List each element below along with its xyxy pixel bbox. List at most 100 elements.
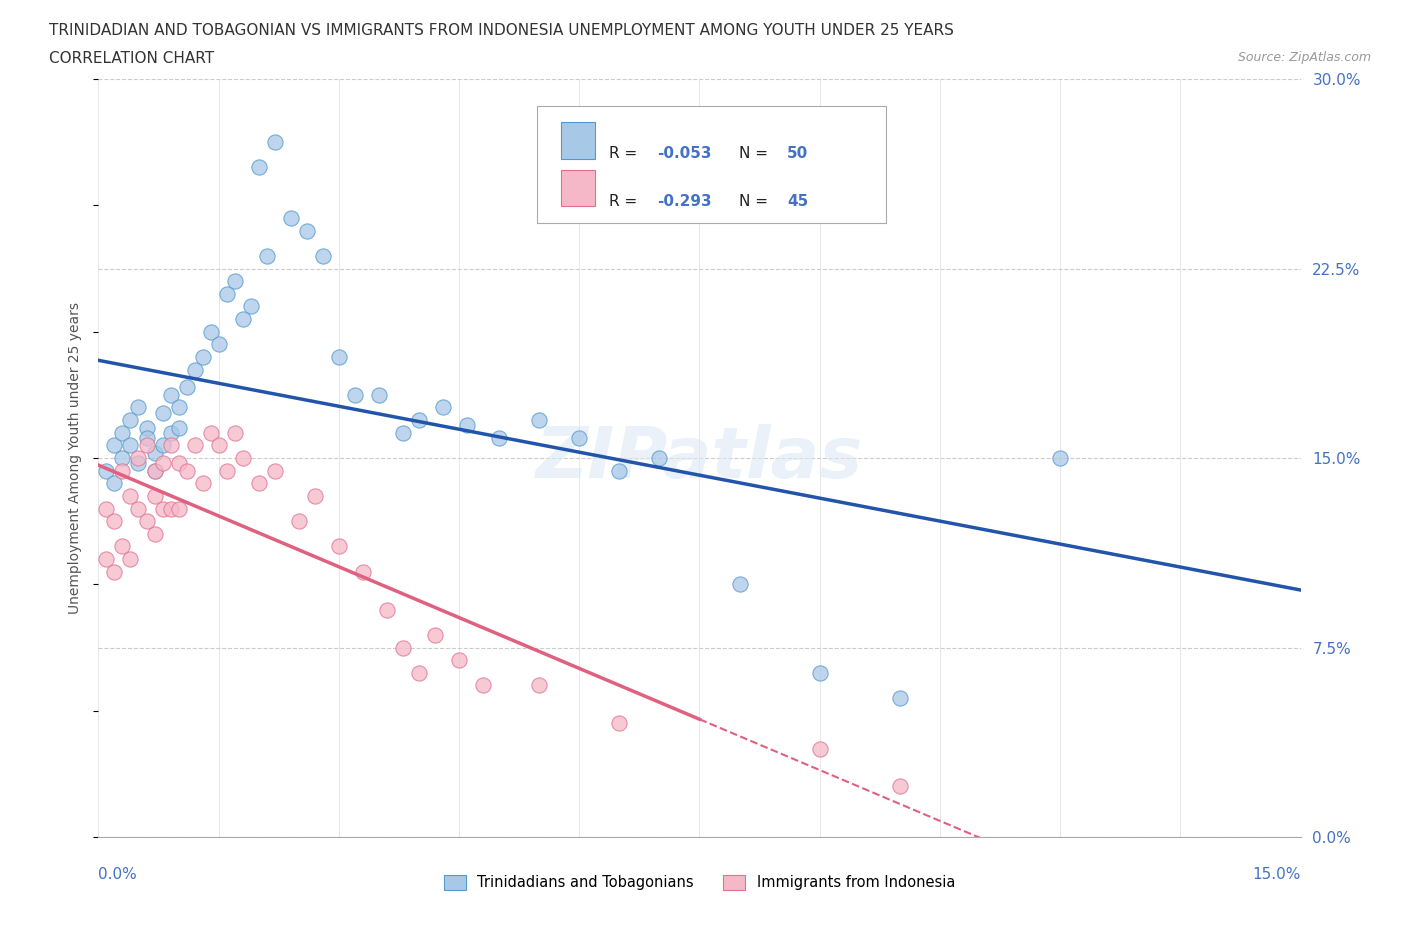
Point bbox=[167, 400, 190, 415]
Point bbox=[128, 451, 150, 466]
Point bbox=[103, 513, 125, 528]
Point bbox=[215, 463, 238, 478]
Point bbox=[128, 400, 150, 415]
Point bbox=[135, 420, 157, 435]
Point bbox=[167, 420, 190, 435]
Point bbox=[143, 526, 166, 541]
Legend: Trinidadians and Tobagonians, Immigrants from Indonesia: Trinidadians and Tobagonians, Immigrants… bbox=[444, 875, 955, 890]
Point bbox=[120, 488, 142, 503]
Point bbox=[1049, 451, 1071, 466]
Text: -0.293: -0.293 bbox=[658, 193, 711, 208]
Point bbox=[152, 438, 174, 453]
Point bbox=[889, 691, 911, 706]
Point bbox=[135, 438, 157, 453]
Point bbox=[167, 456, 190, 471]
Point bbox=[103, 565, 125, 579]
Point bbox=[143, 463, 166, 478]
Point bbox=[224, 273, 246, 288]
Point bbox=[280, 210, 302, 225]
Point bbox=[375, 603, 398, 618]
Point bbox=[288, 513, 311, 528]
Point bbox=[208, 337, 231, 352]
Text: 0.0%: 0.0% bbox=[98, 868, 138, 883]
Text: 15.0%: 15.0% bbox=[1253, 868, 1301, 883]
Point bbox=[96, 551, 118, 566]
Point bbox=[120, 413, 142, 428]
Point bbox=[232, 312, 254, 326]
Point bbox=[423, 628, 446, 643]
Point bbox=[609, 716, 631, 731]
Point bbox=[167, 501, 190, 516]
Point bbox=[488, 431, 510, 445]
Point bbox=[408, 665, 430, 680]
Point bbox=[529, 678, 551, 693]
Point bbox=[152, 456, 174, 471]
Point bbox=[120, 438, 142, 453]
Point bbox=[111, 451, 134, 466]
Point bbox=[568, 431, 591, 445]
Point bbox=[111, 539, 134, 554]
Point bbox=[208, 438, 231, 453]
Point bbox=[143, 463, 166, 478]
Point bbox=[183, 438, 205, 453]
Text: Source: ZipAtlas.com: Source: ZipAtlas.com bbox=[1237, 51, 1371, 64]
Text: ZIPatlas: ZIPatlas bbox=[536, 423, 863, 493]
Point bbox=[304, 488, 326, 503]
Point bbox=[232, 451, 254, 466]
Point bbox=[472, 678, 495, 693]
Point bbox=[215, 286, 238, 301]
Point bbox=[456, 418, 478, 432]
Point bbox=[295, 223, 318, 238]
Point bbox=[128, 501, 150, 516]
Text: N =: N = bbox=[740, 146, 773, 162]
Y-axis label: Unemployment Among Youth under 25 years: Unemployment Among Youth under 25 years bbox=[69, 302, 83, 614]
Point bbox=[183, 362, 205, 377]
Point bbox=[328, 350, 350, 365]
Point bbox=[239, 299, 262, 314]
Point bbox=[263, 463, 285, 478]
Text: N =: N = bbox=[740, 193, 773, 208]
Point bbox=[152, 501, 174, 516]
Point bbox=[263, 135, 285, 150]
Point bbox=[247, 476, 270, 491]
Point bbox=[408, 413, 430, 428]
Point bbox=[200, 425, 222, 440]
Point bbox=[728, 577, 751, 591]
Point bbox=[343, 388, 366, 403]
Point bbox=[159, 388, 181, 403]
Point bbox=[256, 248, 278, 263]
Text: R =: R = bbox=[609, 146, 643, 162]
Point bbox=[352, 565, 374, 579]
Text: 50: 50 bbox=[787, 146, 808, 162]
Point bbox=[392, 640, 415, 655]
Point bbox=[191, 476, 214, 491]
Point bbox=[247, 160, 270, 175]
Text: 45: 45 bbox=[787, 193, 808, 208]
Point bbox=[159, 501, 181, 516]
Point bbox=[143, 488, 166, 503]
Point bbox=[135, 513, 157, 528]
Point bbox=[191, 350, 214, 365]
Point bbox=[96, 463, 118, 478]
Text: TRINIDADIAN AND TOBAGONIAN VS IMMIGRANTS FROM INDONESIA UNEMPLOYMENT AMONG YOUTH: TRINIDADIAN AND TOBAGONIAN VS IMMIGRANTS… bbox=[49, 23, 955, 38]
Point bbox=[152, 405, 174, 420]
Text: R =: R = bbox=[609, 193, 643, 208]
Point bbox=[529, 413, 551, 428]
Point bbox=[176, 379, 198, 394]
Point bbox=[120, 551, 142, 566]
Point bbox=[200, 325, 222, 339]
Point bbox=[368, 388, 391, 403]
FancyBboxPatch shape bbox=[561, 169, 595, 206]
Point bbox=[432, 400, 454, 415]
Point bbox=[808, 665, 831, 680]
Text: -0.053: -0.053 bbox=[658, 146, 711, 162]
Point bbox=[328, 539, 350, 554]
Point bbox=[159, 425, 181, 440]
Point bbox=[111, 425, 134, 440]
Text: CORRELATION CHART: CORRELATION CHART bbox=[49, 51, 214, 66]
Point bbox=[808, 741, 831, 756]
Point bbox=[312, 248, 335, 263]
Point bbox=[103, 438, 125, 453]
Point bbox=[96, 501, 118, 516]
Point bbox=[648, 451, 671, 466]
